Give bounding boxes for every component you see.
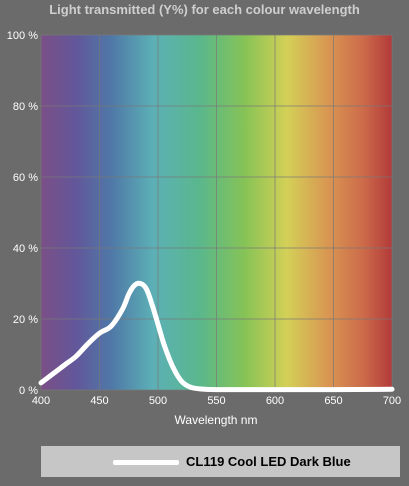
y-tick-label: 20 % [13,314,38,326]
series-line [38,280,395,393]
y-tick-label: 60 % [13,172,38,184]
x-axis: 400 450 500 550 600 650 700 [32,395,401,407]
y-tick-label: 100 % [7,30,38,42]
legend-label: CL119 Cool LED Dark Blue [186,454,351,469]
y-tick-label: 0 % [19,385,38,397]
x-tick-label: 650 [324,395,342,407]
y-axis: 0 % 20 % 40 % 60 % 80 % 100 % [7,30,38,397]
legend-line-swatch [113,460,179,465]
x-tick-label: 550 [207,395,225,407]
x-tick-label: 450 [90,395,108,407]
y-tick-label: 80 % [13,101,38,113]
chart-title: Light transmitted (Y%) for each colour w… [49,2,360,17]
x-tick-label: 400 [32,395,50,407]
x-axis-label: Wavelength nm [175,413,258,427]
x-tick-label: 700 [383,395,401,407]
x-tick-label: 500 [149,395,167,407]
legend: CL119 Cool LED Dark Blue [41,446,400,477]
x-tick-label: 600 [266,395,284,407]
y-tick-label: 40 % [13,243,38,255]
